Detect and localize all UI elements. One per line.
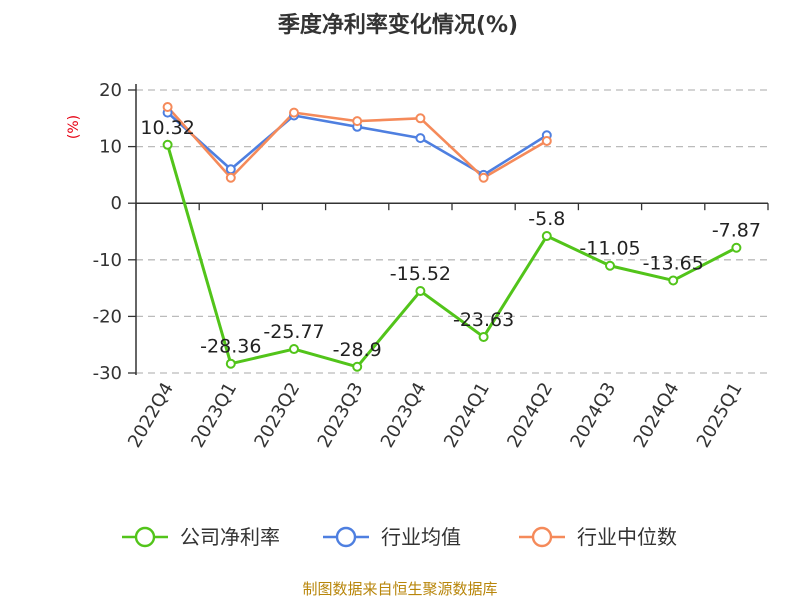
data-point <box>415 286 426 297</box>
source-note: 制图数据来自恒生聚源数据库 <box>302 580 497 598</box>
series-line <box>166 144 738 369</box>
data-point <box>478 172 489 183</box>
series-points <box>162 101 742 372</box>
x-tick-label: 2023Q1 <box>187 379 241 451</box>
data-point <box>352 116 363 127</box>
x-tick-label: 2023Q2 <box>250 379 304 451</box>
data-point <box>225 358 236 369</box>
legend-marker <box>531 526 553 548</box>
axes <box>128 84 769 375</box>
x-tick-label: 2025Q1 <box>693 379 747 451</box>
data-point <box>162 101 173 112</box>
data-label: -25.77 <box>263 321 324 343</box>
data-label: -13.65 <box>643 252 704 274</box>
data-label: -5.8 <box>528 208 565 230</box>
x-tick-label: 2022Q4 <box>124 379 178 451</box>
y-tick-label: 0 <box>111 193 122 214</box>
legend-label: 公司净利率 <box>180 525 280 549</box>
data-point <box>605 260 615 271</box>
y-axis-label: (%) <box>66 115 82 139</box>
x-tick-label: 2023Q3 <box>314 379 368 451</box>
data-label: -7.87 <box>712 220 761 242</box>
x-tick-label: 2024Q1 <box>440 379 494 451</box>
legend-marker <box>134 526 156 548</box>
data-point <box>289 344 299 355</box>
legend-label: 行业中位数 <box>577 525 677 549</box>
y-tick-label: -30 <box>93 363 122 384</box>
data-point <box>225 172 236 183</box>
legend: 公司净利率 行业均值 行业中位数 <box>122 525 677 549</box>
x-tick-label: 2023Q4 <box>377 379 431 451</box>
chart-title: 季度净利率变化情况(%) <box>278 12 518 38</box>
data-point <box>731 242 742 253</box>
data-label: -28.36 <box>200 336 261 358</box>
data-label: -28.9 <box>333 339 382 361</box>
data-point <box>478 331 489 342</box>
data-label: -23.63 <box>453 309 514 331</box>
x-tick-label: 2024Q2 <box>503 379 557 451</box>
data-label: 10.32 <box>140 117 194 139</box>
data-point <box>415 113 426 124</box>
data-label: -15.52 <box>390 263 451 285</box>
legend-label: 行业均值 <box>381 525 461 549</box>
data-point <box>289 107 299 118</box>
data-point <box>541 135 552 146</box>
x-tick-label: 2024Q3 <box>566 379 620 451</box>
data-labels: 10.32 -28.36-25.77 -28.9 -15.52 -23.63 -5.8 -1… <box>140 117 761 361</box>
data-point <box>225 164 236 175</box>
data-label: -11.05 <box>579 238 640 260</box>
data-point <box>668 275 679 286</box>
x-tick-label: 2024Q4 <box>630 379 684 451</box>
y-tick-label: -20 <box>93 306 122 327</box>
legend-marker <box>335 526 357 548</box>
y-tick-label: 10 <box>99 137 122 158</box>
y-tick-labels: 20 10 0 -10 -20 -30 <box>93 80 122 384</box>
data-point <box>352 361 363 372</box>
data-point <box>541 231 552 242</box>
data-point <box>415 133 426 144</box>
y-tick-label: -10 <box>93 250 122 271</box>
y-tick-label: 20 <box>99 80 122 101</box>
x-tick-labels: 2022Q4 2023Q1 2023Q2 2023Q3 2023Q4 2024Q1 2024… <box>124 379 747 451</box>
data-point <box>162 139 173 150</box>
